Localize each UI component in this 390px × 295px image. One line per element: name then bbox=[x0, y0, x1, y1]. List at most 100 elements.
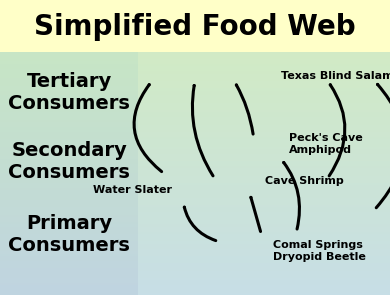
Bar bbox=[138, 261, 390, 263]
Bar bbox=[138, 222, 390, 224]
Bar bbox=[0, 246, 138, 249]
Bar bbox=[0, 186, 138, 188]
Bar bbox=[138, 176, 390, 178]
Bar bbox=[0, 183, 138, 186]
Bar bbox=[0, 244, 138, 246]
Bar bbox=[0, 120, 138, 122]
Bar bbox=[0, 258, 138, 261]
Bar bbox=[0, 176, 138, 178]
Bar bbox=[138, 193, 390, 195]
Bar bbox=[138, 229, 390, 232]
Bar bbox=[138, 59, 390, 61]
Bar bbox=[0, 54, 138, 57]
Bar bbox=[0, 219, 138, 222]
FancyArrowPatch shape bbox=[376, 84, 390, 208]
Bar bbox=[138, 149, 390, 151]
Bar bbox=[138, 115, 390, 117]
Bar bbox=[0, 135, 138, 137]
Bar bbox=[0, 227, 138, 229]
Bar bbox=[0, 232, 138, 234]
Bar bbox=[0, 166, 138, 168]
Bar bbox=[0, 95, 138, 98]
Bar bbox=[138, 163, 390, 166]
Bar bbox=[0, 83, 138, 86]
FancyArrowPatch shape bbox=[134, 85, 161, 172]
Bar bbox=[0, 288, 138, 290]
Bar bbox=[0, 108, 138, 110]
Bar bbox=[0, 98, 138, 100]
Bar bbox=[0, 159, 138, 161]
Bar bbox=[0, 147, 138, 149]
Bar bbox=[138, 108, 390, 110]
Bar bbox=[0, 210, 138, 212]
FancyArrowPatch shape bbox=[251, 197, 261, 232]
Bar bbox=[138, 95, 390, 98]
Bar bbox=[138, 120, 390, 122]
Bar bbox=[0, 139, 138, 142]
Bar bbox=[138, 186, 390, 188]
Bar bbox=[138, 144, 390, 147]
Bar bbox=[138, 159, 390, 161]
Bar bbox=[138, 290, 390, 293]
Bar bbox=[0, 193, 138, 195]
Bar bbox=[138, 130, 390, 132]
Bar bbox=[138, 288, 390, 290]
Bar bbox=[138, 273, 390, 276]
Bar bbox=[138, 151, 390, 154]
Bar bbox=[138, 271, 390, 273]
Bar bbox=[0, 205, 138, 207]
Bar bbox=[138, 76, 390, 78]
Bar bbox=[138, 171, 390, 173]
Bar bbox=[0, 278, 138, 280]
Bar bbox=[138, 61, 390, 64]
Bar bbox=[0, 132, 138, 135]
Bar bbox=[0, 71, 138, 73]
Bar bbox=[138, 285, 390, 288]
Bar bbox=[0, 263, 138, 266]
Bar bbox=[138, 237, 390, 239]
Bar bbox=[0, 163, 138, 166]
Bar bbox=[0, 217, 138, 219]
Bar bbox=[138, 234, 390, 237]
Bar bbox=[138, 156, 390, 159]
Bar bbox=[0, 59, 138, 61]
Bar bbox=[0, 168, 138, 171]
Bar bbox=[138, 117, 390, 120]
Bar bbox=[0, 93, 138, 96]
Text: Simplified Food Web: Simplified Food Web bbox=[34, 13, 356, 41]
Bar bbox=[0, 251, 138, 254]
Bar bbox=[138, 246, 390, 249]
Bar bbox=[0, 276, 138, 278]
Bar bbox=[138, 293, 390, 295]
Text: Secondary
Consumers: Secondary Consumers bbox=[8, 141, 130, 182]
Bar bbox=[138, 91, 390, 93]
Bar bbox=[0, 229, 138, 232]
Bar bbox=[138, 207, 390, 210]
Bar bbox=[138, 88, 390, 91]
FancyArrowPatch shape bbox=[284, 163, 300, 229]
Bar bbox=[138, 110, 390, 112]
Bar bbox=[138, 276, 390, 278]
Bar bbox=[0, 161, 138, 163]
Bar bbox=[0, 241, 138, 244]
FancyArrowPatch shape bbox=[236, 85, 253, 134]
Text: Texas Blind Salamander: Texas Blind Salamander bbox=[281, 71, 390, 81]
Bar bbox=[138, 86, 390, 88]
Bar bbox=[138, 256, 390, 258]
Bar bbox=[138, 224, 390, 227]
Bar bbox=[138, 232, 390, 234]
Bar bbox=[0, 52, 138, 54]
Bar bbox=[0, 266, 138, 268]
Bar bbox=[138, 161, 390, 163]
Bar bbox=[0, 190, 138, 193]
Bar bbox=[0, 234, 138, 237]
Bar bbox=[138, 212, 390, 215]
Bar bbox=[138, 127, 390, 130]
Bar bbox=[138, 217, 390, 219]
Bar bbox=[0, 285, 138, 288]
Bar bbox=[0, 66, 138, 69]
Bar bbox=[0, 224, 138, 227]
Bar bbox=[0, 91, 138, 93]
Bar bbox=[138, 254, 390, 256]
Bar bbox=[0, 86, 138, 88]
